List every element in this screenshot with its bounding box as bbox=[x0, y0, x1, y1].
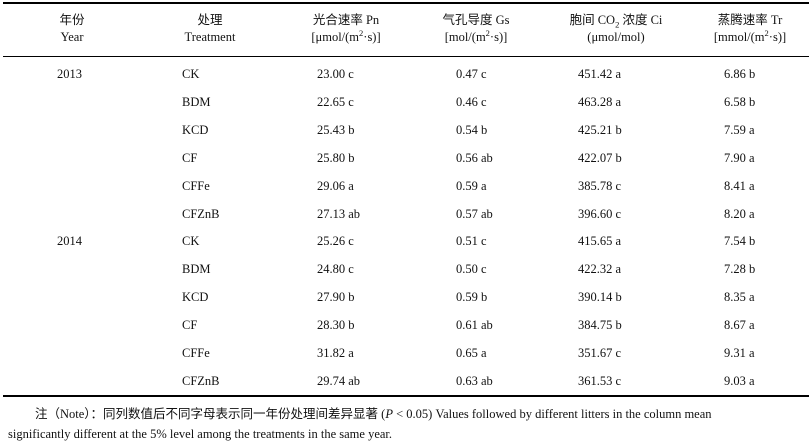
cell-year: 2014 bbox=[57, 234, 82, 249]
cell-pn: 28.30 b bbox=[317, 318, 355, 333]
cell-gs: 0.50 c bbox=[456, 262, 487, 277]
header-pn: 光合速率 Pn [μmol/(m2·s)] bbox=[311, 13, 381, 44]
cell-pn: 25.26 c bbox=[317, 234, 354, 249]
cell-pn: 22.65 c bbox=[317, 94, 354, 109]
cell-pn: 27.90 b bbox=[317, 290, 355, 305]
cell-pn: 25.43 b bbox=[317, 122, 355, 137]
cell-treatment: BDM bbox=[182, 262, 211, 277]
header-treatment: 处理 Treatment bbox=[184, 13, 236, 44]
cell-pn: 31.82 a bbox=[317, 346, 354, 360]
cell-tr: 7.59 a bbox=[724, 122, 755, 137]
header-year: 年份 Year bbox=[59, 13, 85, 44]
cell-ci: 396.60 c bbox=[578, 206, 622, 221]
cell-ci: 361.53 c bbox=[578, 373, 622, 388]
header-rule bbox=[3, 56, 809, 57]
cell-treatment: CF bbox=[182, 318, 198, 333]
cell-gs: 0.47 c bbox=[456, 67, 487, 81]
cell-pn: 27.13 ab bbox=[317, 206, 361, 221]
cell-ci: 422.32 a bbox=[578, 262, 622, 277]
cell-ci: 463.28 a bbox=[578, 94, 622, 109]
cell-treatment: BDM bbox=[182, 94, 211, 109]
cell-pn: 29.74 ab bbox=[317, 373, 361, 388]
cell-tr: 8.35 a bbox=[724, 290, 755, 305]
cell-treatment: CFZnB bbox=[182, 373, 220, 388]
cell-gs: 0.51 c bbox=[456, 234, 487, 249]
cell-tr: 8.67 a bbox=[724, 318, 755, 333]
cell-gs: 0.63 ab bbox=[456, 373, 493, 388]
table-note: 注（Note）：同列数值后不同字母表示同一年份处理间差异显著 (P < 0.05… bbox=[8, 407, 712, 441]
cell-treatment: CFFe bbox=[182, 346, 210, 360]
cell-ci: 422.07 b bbox=[578, 150, 622, 165]
cell-tr: 9.31 a bbox=[724, 346, 755, 360]
table-top-rule bbox=[3, 2, 809, 4]
cell-treatment: KCD bbox=[182, 122, 209, 137]
cell-year: 2013 bbox=[57, 67, 82, 81]
cell-ci: 451.42 a bbox=[578, 67, 622, 81]
cell-treatment: CF bbox=[182, 150, 198, 165]
cell-treatment: CK bbox=[182, 234, 200, 249]
cell-treatment: CK bbox=[182, 67, 200, 81]
header-ci: 胞间 CO2 浓度 Ci (μmol/mol) bbox=[569, 13, 663, 44]
cell-gs: 0.59 a bbox=[456, 178, 487, 193]
cell-ci: 351.67 c bbox=[578, 346, 622, 360]
cell-tr: 8.41 a bbox=[724, 178, 755, 193]
cell-gs: 0.46 c bbox=[456, 94, 487, 109]
header-gs: 气孔导度 Gs [mol/(m2·s)] bbox=[442, 13, 510, 44]
cell-treatment: CFZnB bbox=[182, 206, 220, 221]
cell-gs: 0.54 b bbox=[456, 122, 488, 137]
cell-tr: 8.20 a bbox=[724, 206, 755, 221]
cell-tr: 9.03 a bbox=[724, 373, 755, 388]
cell-treatment: KCD bbox=[182, 290, 209, 305]
header-tr: 蒸腾速率 Tr [mmol/(m2·s)] bbox=[713, 13, 787, 44]
cell-treatment: CFFe bbox=[182, 178, 210, 193]
cell-tr: 7.28 b bbox=[724, 262, 756, 277]
cell-tr: 6.58 b bbox=[724, 94, 756, 109]
cell-tr: 6.86 b bbox=[724, 67, 756, 81]
cell-gs: 0.65 a bbox=[456, 346, 487, 360]
cell-gs: 0.57 ab bbox=[456, 206, 493, 221]
cell-gs: 0.61 ab bbox=[456, 318, 493, 333]
cell-ci: 385.78 c bbox=[578, 178, 622, 193]
cell-pn: 25.80 b bbox=[317, 150, 355, 165]
cell-pn: 29.06 a bbox=[317, 178, 354, 193]
cell-ci: 425.21 b bbox=[578, 122, 622, 137]
cell-pn: 23.00 c bbox=[317, 67, 354, 81]
cell-ci: 384.75 b bbox=[578, 318, 622, 333]
cell-tr: 7.90 a bbox=[724, 150, 755, 165]
table-bottom-rule bbox=[3, 395, 809, 397]
cell-gs: 0.59 b bbox=[456, 290, 488, 305]
cell-tr: 7.54 b bbox=[724, 234, 756, 249]
cell-ci: 415.65 a bbox=[578, 234, 622, 249]
cell-ci: 390.14 b bbox=[578, 290, 622, 305]
cell-gs: 0.56 ab bbox=[456, 150, 493, 165]
cell-pn: 24.80 c bbox=[317, 262, 354, 277]
